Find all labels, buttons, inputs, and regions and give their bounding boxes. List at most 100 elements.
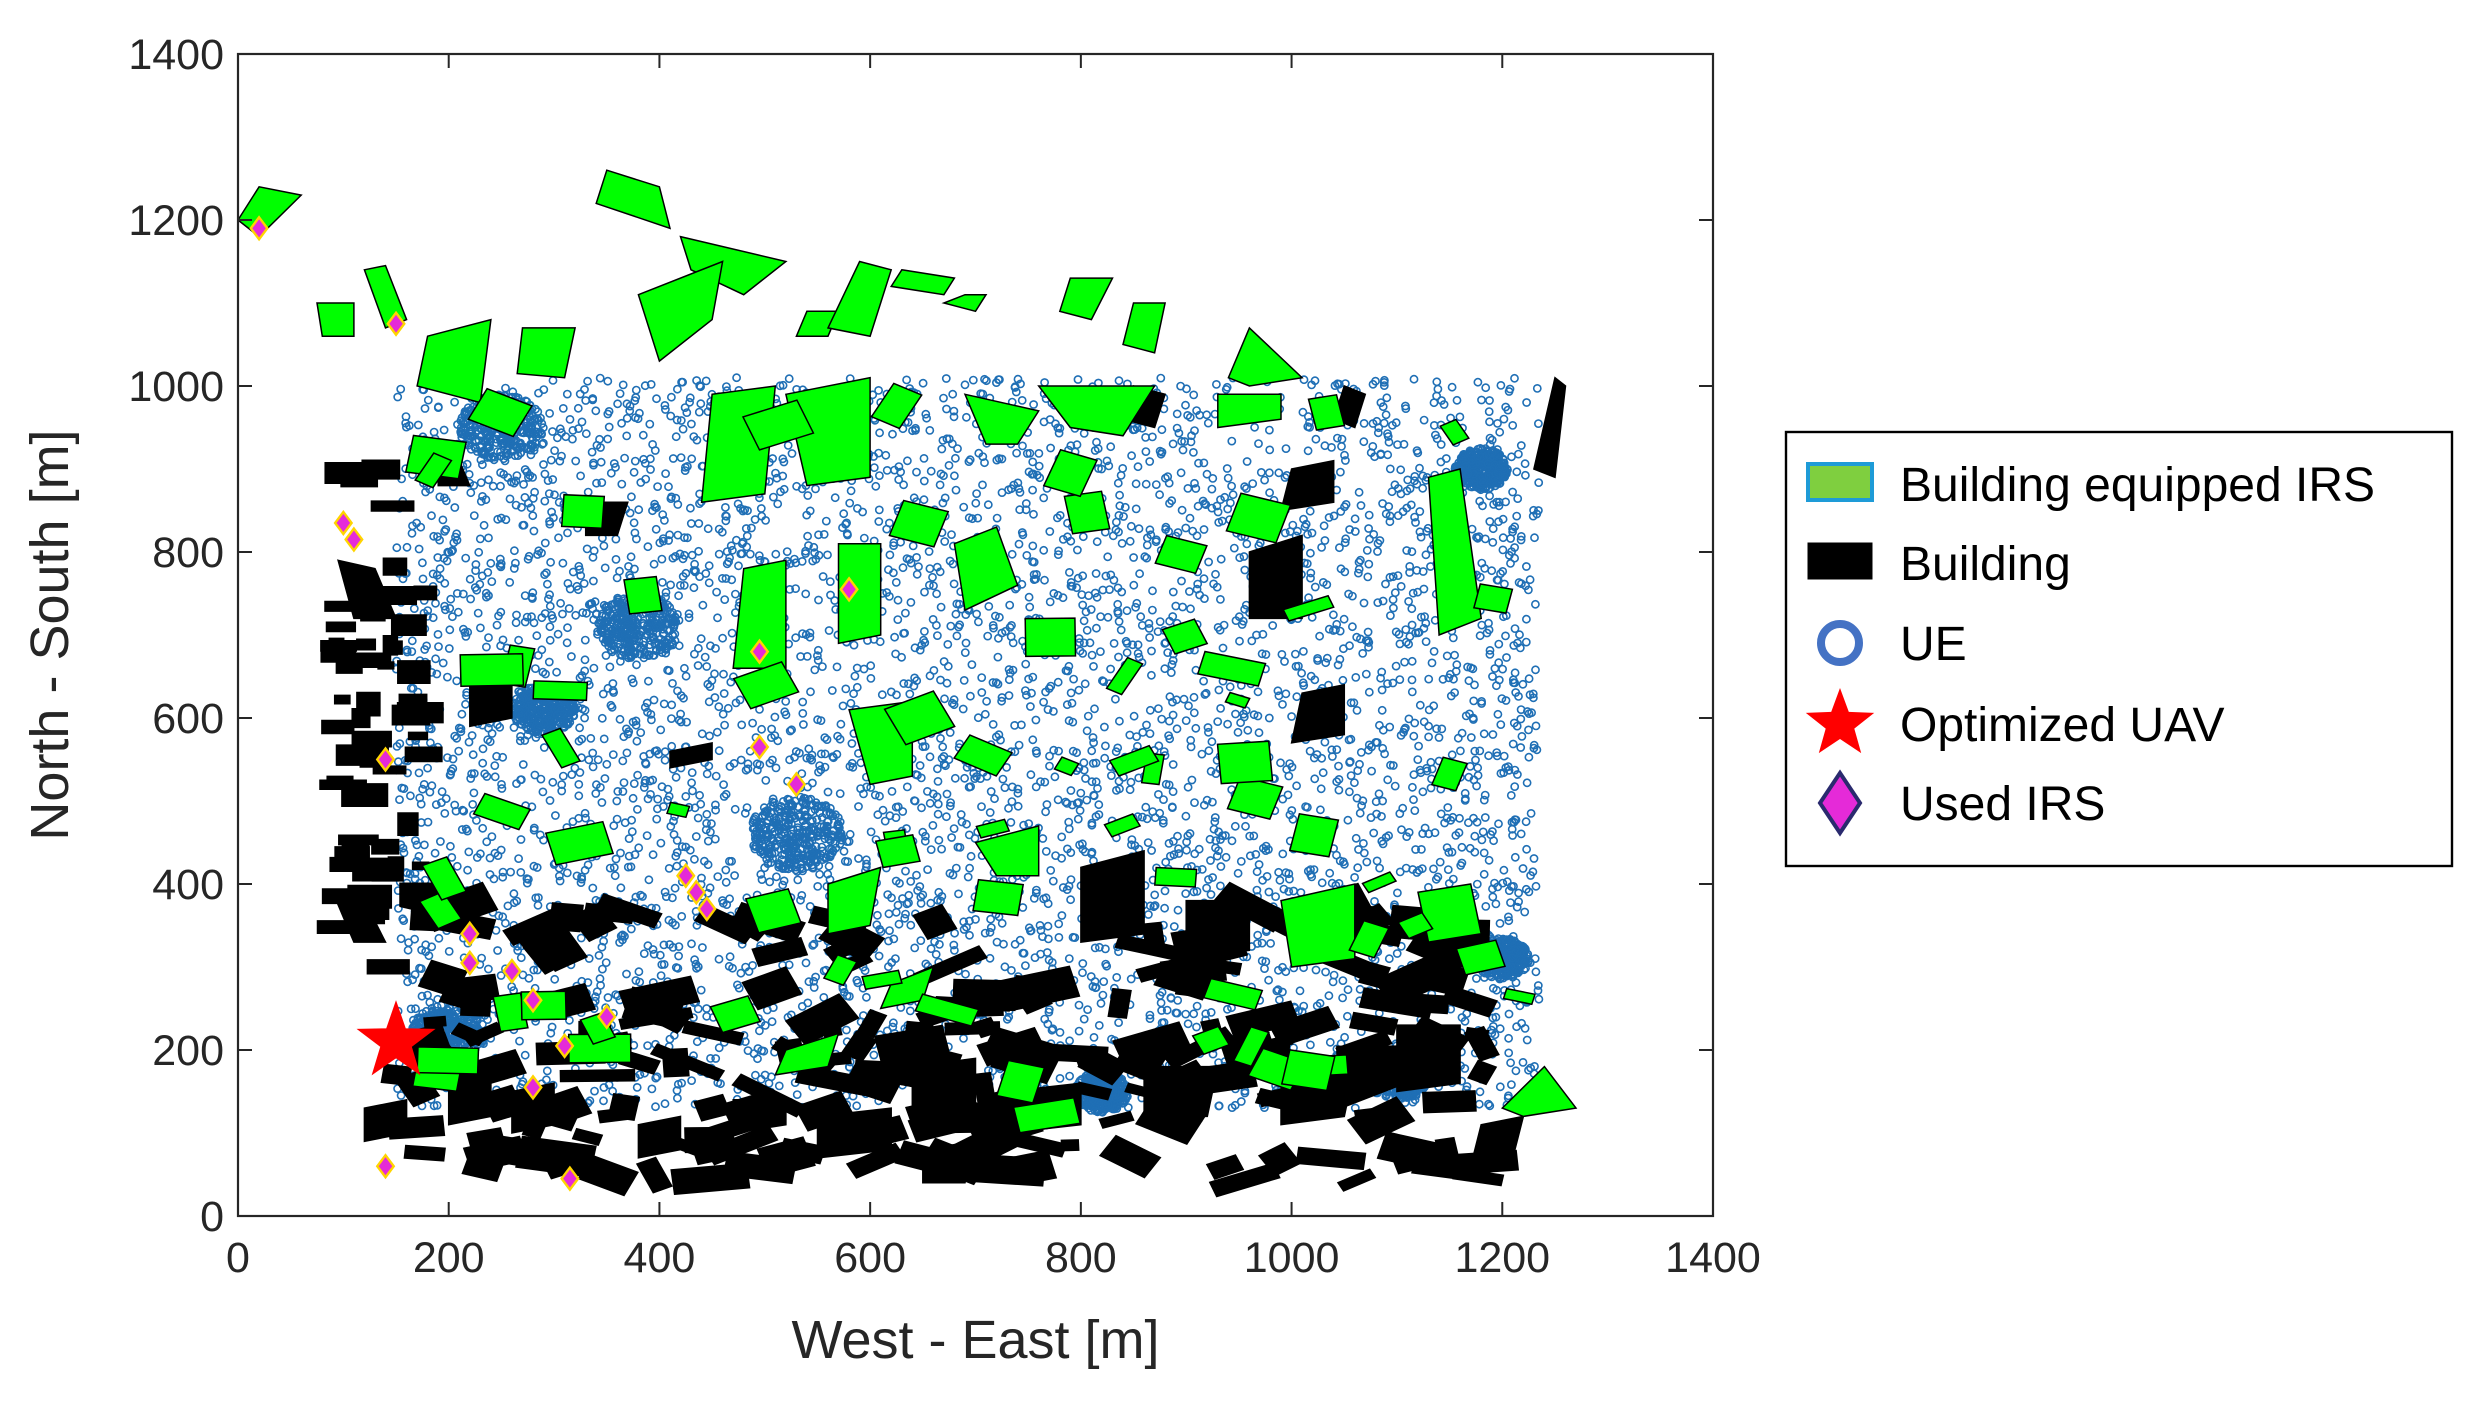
ue-point: [849, 640, 859, 650]
ue-point: [1122, 648, 1132, 658]
ue-point: [947, 833, 956, 842]
ue-point: [1045, 597, 1055, 607]
ue-point: [667, 714, 676, 723]
ue-point: [737, 720, 747, 730]
ue-point: [490, 761, 500, 770]
ue-point: [960, 648, 970, 657]
ue-point: [514, 635, 523, 645]
ue-point: [1502, 653, 1511, 662]
ue-point: [862, 782, 872, 792]
ue-point: [986, 923, 996, 932]
ue-point: [1177, 505, 1187, 515]
ue-point: [1284, 771, 1294, 781]
ue-point: [1057, 832, 1067, 842]
ue-point: [516, 953, 526, 963]
ue-point: [393, 904, 403, 913]
ue-point: [1479, 848, 1489, 858]
ue-point: [515, 736, 525, 746]
ue-point: [1484, 855, 1494, 865]
ue-point: [887, 787, 897, 796]
ue-point: [452, 861, 462, 871]
ue-point: [1158, 816, 1168, 825]
ue-point: [1266, 939, 1275, 948]
ue-point: [574, 561, 584, 571]
ue-point: [599, 734, 609, 744]
ue-point: [1475, 746, 1485, 756]
ue-point: [550, 490, 559, 500]
ue-point: [622, 413, 632, 423]
ue-point: [718, 709, 728, 719]
ue-point: [905, 1006, 915, 1016]
ue-point: [1284, 887, 1294, 896]
ue-point: [1172, 724, 1182, 734]
ue-point: [993, 652, 1003, 662]
ue-point: [609, 459, 619, 468]
ue-point: [690, 649, 699, 659]
ue-point: [509, 898, 519, 908]
ue-point: [1506, 559, 1515, 568]
ue-point: [891, 578, 901, 587]
ue-point: [1028, 457, 1038, 467]
ue-point: [701, 376, 711, 386]
ue-point: [1332, 745, 1342, 754]
ue-point: [457, 709, 467, 719]
ue-point: [1091, 812, 1101, 821]
ue-point: [1053, 677, 1063, 687]
ue-point: [755, 1026, 764, 1036]
ue-point: [458, 589, 468, 599]
ue-point: [497, 780, 506, 789]
ue-point: [563, 528, 572, 538]
ue-point: [720, 720, 729, 730]
ue-point: [555, 876, 565, 886]
ue-point: [1221, 852, 1231, 862]
ue-point: [1004, 803, 1013, 813]
ue-point: [1264, 975, 1273, 985]
ue-point: [1161, 857, 1171, 867]
ue-point: [1531, 721, 1541, 731]
ue-point: [1520, 907, 1530, 917]
ue-point: [1376, 673, 1385, 683]
ue-point: [951, 609, 961, 619]
ue-point: [1183, 782, 1193, 792]
ue-point: [609, 821, 619, 831]
ue-point: [434, 933, 444, 943]
ue-point: [1341, 456, 1350, 465]
ue-point: [548, 614, 557, 623]
ue-point: [573, 403, 583, 413]
ue-point: [518, 760, 528, 769]
ue-point: [1223, 719, 1232, 729]
ue-point: [1488, 884, 1497, 894]
ue-point: [954, 889, 963, 899]
ue-point: [1160, 886, 1170, 896]
ue-point: [478, 744, 488, 754]
ue-point: [1408, 588, 1418, 598]
ue-point: [1385, 572, 1395, 582]
ue-point: [520, 492, 530, 502]
ue-point: [1012, 448, 1021, 458]
ue-point: [589, 576, 598, 586]
ue-point: [903, 456, 912, 466]
ue-point: [1488, 524, 1498, 534]
ue-point: [1078, 968, 1087, 978]
ue-point: [1181, 400, 1190, 410]
ue-point: [965, 930, 974, 940]
ue-point: [984, 602, 994, 611]
ue-point: [546, 455, 556, 465]
ue-point: [1250, 422, 1259, 432]
ue-point: [1066, 688, 1076, 698]
ue-point: [977, 802, 986, 811]
ue-point: [1216, 554, 1226, 564]
ue-point: [1148, 432, 1157, 442]
ue-point: [806, 687, 815, 697]
ue-point: [484, 533, 493, 543]
ue-point: [555, 456, 565, 466]
ue-point: [1404, 828, 1414, 837]
ue-point: [1357, 801, 1366, 810]
ue-point: [1114, 376, 1124, 386]
ue-point: [1359, 598, 1369, 608]
ue-point: [1181, 716, 1191, 725]
ue-point: [1393, 571, 1403, 580]
ue-point: [1514, 888, 1523, 898]
ue-point: [961, 638, 971, 648]
ue-point: [852, 682, 862, 692]
